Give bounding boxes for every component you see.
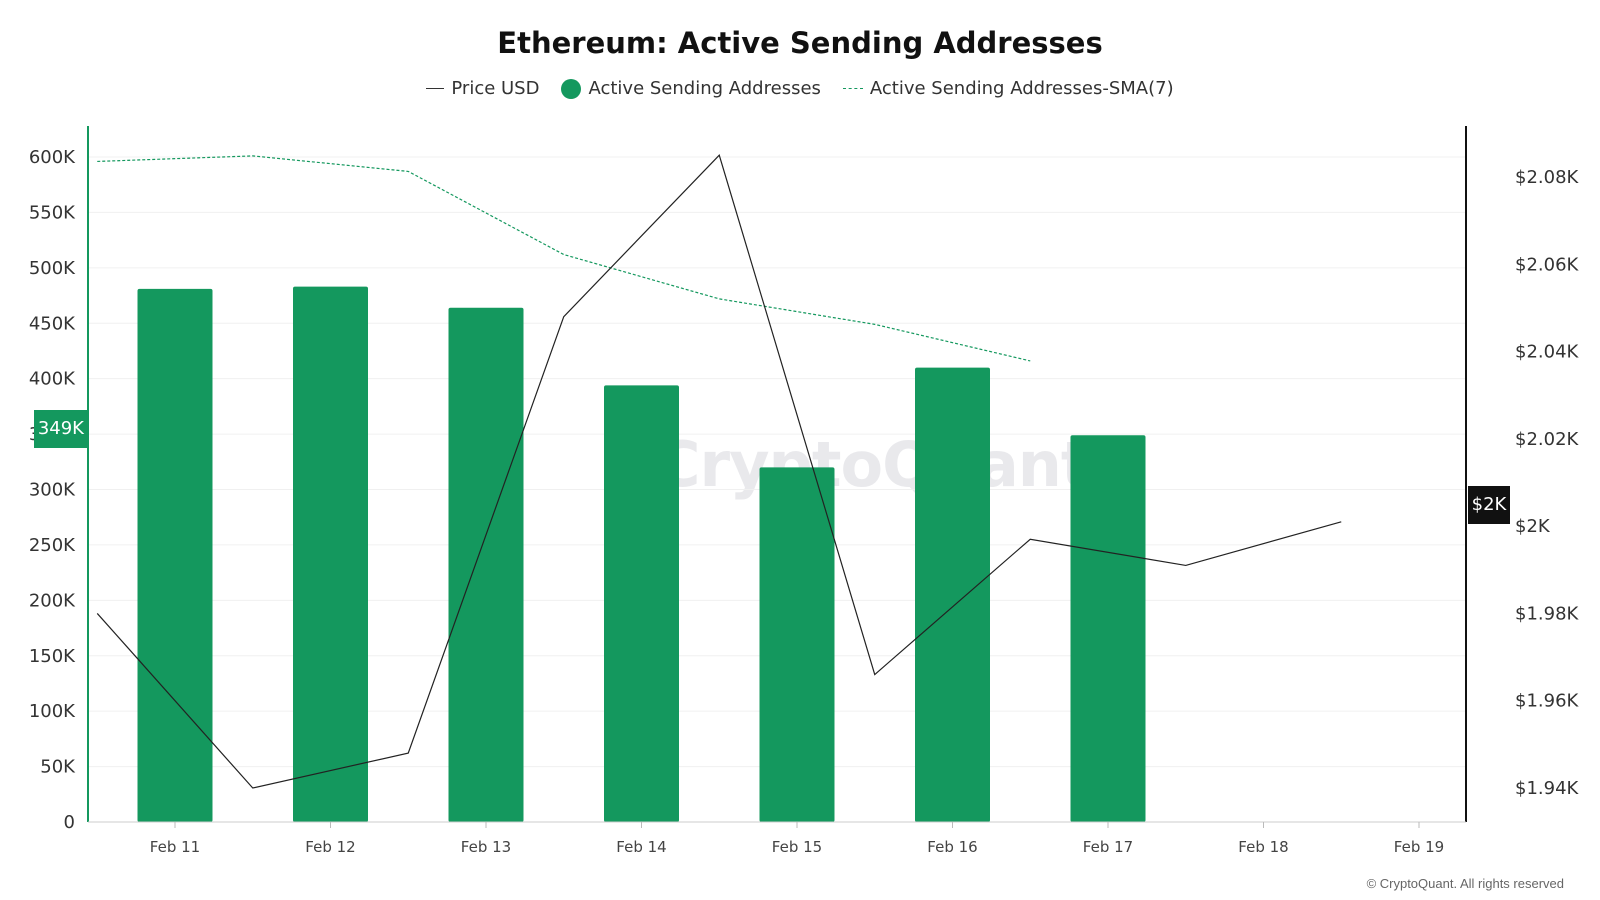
right-axis-ticks: $1.94K $1.96K $1.98K $2K $2.02K $2.04K $2.06K $… bbox=[1515, 167, 1580, 799]
x-tick-label: Feb 11 bbox=[150, 838, 200, 856]
left-tick-label: 250K bbox=[29, 535, 76, 556]
right-tick-label: $2.08K bbox=[1515, 167, 1580, 188]
bar bbox=[137, 288, 213, 822]
x-tick-label: Feb 14 bbox=[616, 838, 666, 856]
bar bbox=[604, 385, 679, 822]
x-tick-label: Feb 17 bbox=[1083, 838, 1133, 856]
dot-swatch-icon bbox=[561, 78, 582, 99]
x-tick-label: Feb 16 bbox=[927, 838, 977, 856]
left-tick-label: 500K bbox=[29, 258, 76, 279]
right-tick-label: $1.94K bbox=[1515, 778, 1580, 799]
legend-item-sma[interactable]: Active Sending Addresses-SMA(7) bbox=[842, 78, 1174, 99]
left-tick-label: 450K bbox=[29, 313, 76, 334]
legend-item-price[interactable]: Price USD bbox=[426, 78, 539, 99]
bar bbox=[448, 307, 524, 822]
bar bbox=[1070, 435, 1146, 822]
watermark: CryptoQuant bbox=[655, 428, 1091, 501]
left-tick-label: 300K bbox=[29, 480, 76, 501]
left-tick-label: 150K bbox=[29, 646, 76, 667]
left-tick-label: 600K bbox=[29, 147, 76, 168]
left-tick-label: 200K bbox=[29, 590, 76, 611]
price-line bbox=[96, 154, 1342, 789]
current-value-badge-left: 349K bbox=[34, 410, 88, 448]
left-tick-label: 550K bbox=[29, 202, 76, 223]
left-tick-label: 400K bbox=[29, 369, 76, 390]
right-tick-label: $2.02K bbox=[1515, 429, 1580, 450]
bar bbox=[915, 367, 990, 822]
right-tick-label: $1.98K bbox=[1515, 603, 1580, 624]
current-value-badge-right: $2K bbox=[1468, 486, 1510, 524]
x-tick-label: Feb 15 bbox=[772, 838, 822, 856]
price-series bbox=[96, 154, 1342, 789]
legend-item-active-addresses[interactable]: Active Sending Addresses bbox=[561, 78, 821, 99]
sma-series bbox=[97, 155, 1031, 362]
legend-label-price: Price USD bbox=[451, 78, 540, 99]
left-axis-ticks: 050K100K150K200K250K300K350K400K450K500K… bbox=[29, 147, 76, 833]
left-tick-label: 50K bbox=[40, 757, 76, 778]
right-tick-label: $2K bbox=[1515, 516, 1551, 537]
legend-label-active-addresses: Active Sending Addresses bbox=[588, 78, 821, 99]
x-tick-label: Feb 19 bbox=[1394, 838, 1444, 856]
right-tick-label: $2.04K bbox=[1515, 342, 1580, 363]
axes bbox=[87, 126, 1467, 823]
x-tick-label: Feb 12 bbox=[305, 838, 355, 856]
right-tick-label: $2.06K bbox=[1515, 254, 1580, 275]
bar-series bbox=[137, 286, 1146, 822]
dashed-line-swatch-icon bbox=[842, 88, 863, 89]
x-tick-label: Feb 18 bbox=[1238, 838, 1288, 856]
bar bbox=[293, 286, 368, 822]
copyright-notice: © CryptoQuant. All rights reserved bbox=[1366, 876, 1564, 891]
chart-legend: Price USD Active Sending Addresses Activ… bbox=[0, 78, 1600, 99]
line-swatch-icon bbox=[426, 88, 445, 89]
left-tick-label: 100K bbox=[29, 701, 76, 722]
chart-title: Ethereum: Active Sending Addresses bbox=[497, 26, 1103, 60]
bar bbox=[759, 467, 835, 822]
x-axis-ticks: Feb 11 Feb 12 Feb 13 Feb 14 Feb 15 Feb 16 Feb … bbox=[150, 822, 1444, 856]
legend-label-sma: Active Sending Addresses-SMA(7) bbox=[869, 78, 1174, 99]
x-tick-label: Feb 13 bbox=[461, 838, 511, 856]
sma-line bbox=[97, 155, 1031, 362]
right-tick-label: $1.96K bbox=[1515, 691, 1580, 712]
left-tick-label: 0 bbox=[64, 812, 75, 833]
